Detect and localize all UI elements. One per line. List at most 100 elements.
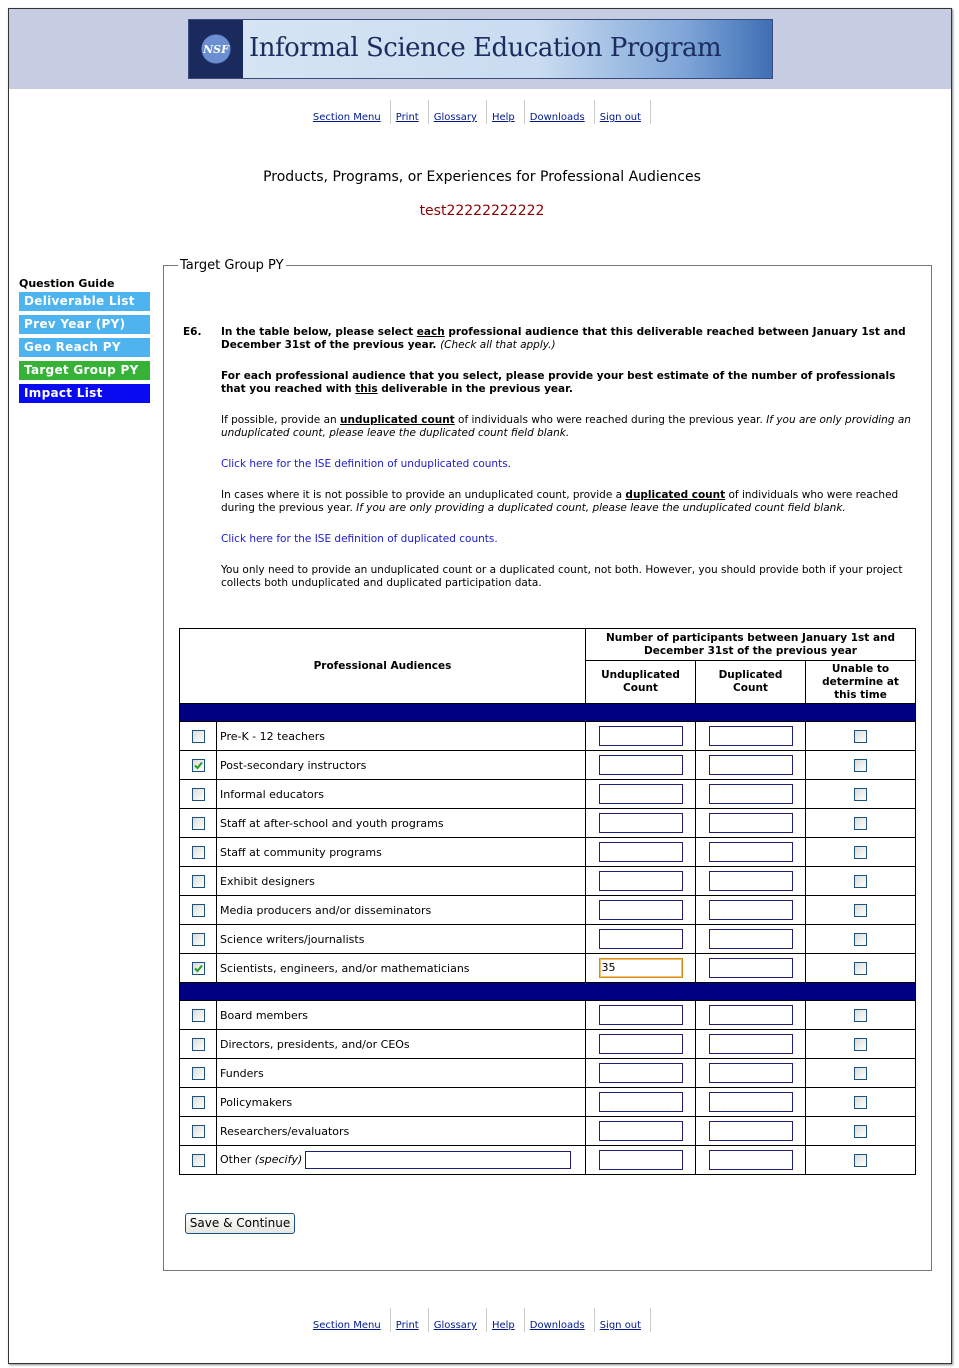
checkbox[interactable]: [191, 787, 205, 801]
nav-link[interactable]: Glossary: [433, 112, 477, 123]
audience-label-cell: Staff at after-school and youth programs: [216, 808, 586, 838]
text-input[interactable]: [708, 1092, 793, 1112]
checkbox[interactable]: [191, 1095, 205, 1109]
text-input[interactable]: [598, 726, 683, 746]
checkbox[interactable]: [191, 1008, 205, 1022]
checkbox[interactable]: [191, 1037, 205, 1051]
text-input[interactable]: [708, 813, 793, 833]
checkbox[interactable]: [854, 1066, 867, 1080]
unable-cell: [804, 1058, 917, 1088]
text-input[interactable]: [598, 813, 683, 833]
checkbox[interactable]: [191, 903, 205, 917]
checkbox[interactable]: [191, 758, 205, 772]
text-run: unduplicated count: [340, 414, 455, 426]
link[interactable]: Click here for the ISE definition of dup…: [221, 533, 498, 545]
text-input[interactable]: [598, 842, 683, 862]
paragraph: For each professional audience that you …: [221, 370, 913, 396]
text-input[interactable]: [708, 871, 793, 891]
sidebar-button[interactable]: Deliverable List: [19, 292, 150, 311]
text-input[interactable]: [598, 784, 683, 804]
checkbox[interactable]: [854, 932, 867, 946]
audience-row: Staff at after-school and youth programs: [179, 808, 917, 838]
nav-link[interactable]: Section Menu: [312, 1320, 381, 1331]
checkbox[interactable]: [191, 1066, 205, 1080]
audience-row: Researchers/evaluators: [179, 1116, 917, 1146]
audience-row: Other (specify): [179, 1145, 917, 1175]
nav-link[interactable]: Print: [395, 1320, 419, 1331]
text-input[interactable]: [708, 842, 793, 862]
text-input[interactable]: [708, 900, 793, 920]
sidebar-button[interactable]: Geo Reach PY: [19, 338, 150, 357]
checkbox[interactable]: [854, 816, 867, 830]
checkbox[interactable]: [854, 758, 867, 772]
nav-link[interactable]: Help: [491, 1320, 515, 1331]
unable-cell: [804, 1029, 917, 1059]
text-input[interactable]: [598, 929, 683, 949]
checkbox-cell: [179, 837, 217, 867]
checkbox[interactable]: [854, 787, 867, 801]
text-input[interactable]: [708, 929, 793, 949]
checkbox[interactable]: [191, 1124, 205, 1138]
text-input[interactable]: [708, 1150, 793, 1170]
text-input[interactable]: [708, 1005, 793, 1025]
checkbox[interactable]: [191, 729, 205, 743]
checkbox-cell: [179, 808, 217, 838]
text-input[interactable]: [708, 1034, 793, 1054]
sidebar-button[interactable]: Prev Year (PY): [19, 315, 150, 334]
checkbox[interactable]: [854, 874, 867, 888]
text-input[interactable]: [598, 1034, 683, 1054]
nav-link[interactable]: Help: [491, 112, 515, 123]
checkbox[interactable]: [854, 1037, 867, 1051]
checkbox[interactable]: [191, 932, 205, 946]
checkbox[interactable]: [854, 1124, 867, 1138]
checkbox-cell: [179, 953, 217, 983]
checkbox[interactable]: [854, 1153, 867, 1167]
text-input[interactable]: [708, 726, 793, 746]
nav-link[interactable]: Downloads: [529, 1320, 585, 1331]
nav-link[interactable]: Print: [395, 112, 419, 123]
checkbox[interactable]: [854, 961, 867, 975]
checkbox[interactable]: [191, 1153, 205, 1167]
nav-link[interactable]: Sign out: [599, 112, 642, 123]
audience-row: Scientists, engineers, and/or mathematic…: [179, 953, 917, 983]
unable-cell: [804, 1116, 917, 1146]
audience-label: Exhibit designers: [220, 874, 315, 888]
text-input[interactable]: [598, 900, 683, 920]
checkbox[interactable]: [854, 1095, 867, 1109]
nav-item: Section Menu: [308, 1308, 391, 1332]
sidebar-button[interactable]: Impact List: [19, 384, 150, 403]
checkbox[interactable]: [191, 961, 205, 975]
checkbox[interactable]: [854, 1008, 867, 1022]
question-number: E6.: [183, 326, 202, 338]
text-input[interactable]: [708, 784, 793, 804]
audience-row: Exhibit designers: [179, 866, 917, 896]
text-input[interactable]: [598, 871, 683, 891]
checkbox[interactable]: [854, 729, 867, 743]
nav-link[interactable]: Section Menu: [312, 112, 381, 123]
text-input[interactable]: [598, 1063, 683, 1083]
nav-link[interactable]: Downloads: [529, 112, 585, 123]
text-input[interactable]: [708, 958, 793, 978]
text-input[interactable]: [598, 1121, 683, 1141]
checkbox-cell: [179, 1029, 217, 1059]
link[interactable]: Click here for the ISE definition of und…: [221, 458, 512, 470]
checkbox[interactable]: [191, 845, 205, 859]
text-input[interactable]: [708, 1063, 793, 1083]
text-input[interactable]: [598, 1092, 683, 1112]
text-input[interactable]: 35: [598, 958, 683, 978]
checkbox[interactable]: [191, 816, 205, 830]
specify-input[interactable]: [305, 1151, 572, 1169]
checkbox[interactable]: [191, 874, 205, 888]
nav-link[interactable]: Sign out: [599, 1320, 642, 1331]
text-input[interactable]: [598, 755, 683, 775]
checkbox[interactable]: [854, 903, 867, 917]
sidebar-button[interactable]: Target Group PY: [19, 361, 150, 380]
frame: [8, 8, 952, 1364]
save-button[interactable]: Save & Continue: [185, 1213, 295, 1234]
text-input[interactable]: [598, 1150, 683, 1170]
text-input[interactable]: [708, 1121, 793, 1141]
text-input[interactable]: [708, 755, 793, 775]
nav-link[interactable]: Glossary: [433, 1320, 477, 1331]
text-input[interactable]: [598, 1005, 683, 1025]
checkbox[interactable]: [854, 845, 867, 859]
